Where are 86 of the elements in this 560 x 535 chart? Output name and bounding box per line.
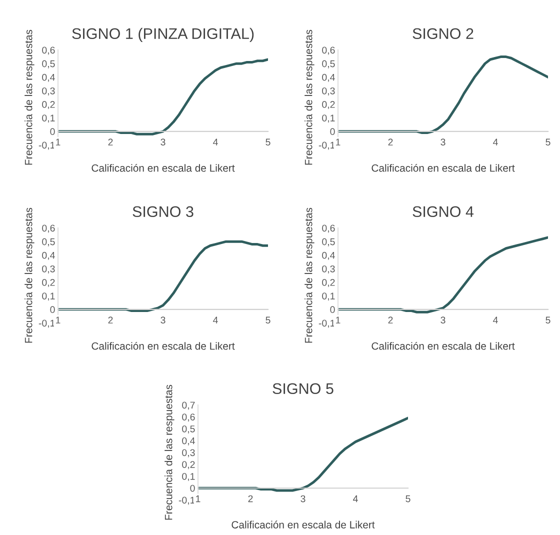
x-tick-label: 1 [336, 138, 340, 146]
y-tick-label: 0,6 [182, 414, 195, 422]
x-tick-label: 5 [546, 138, 550, 146]
x-tick-label: 2 [108, 316, 113, 324]
y-tick-label: 0,3 [42, 87, 55, 96]
y-axis-title: Frecuencia de las respuestas [24, 30, 34, 165]
y-axis-title: Frecuencia de las respuestas [304, 30, 314, 165]
x-tick-label: 4 [353, 495, 358, 502]
x-tick-label: 1 [56, 316, 60, 324]
y-tick-label: 0,3 [182, 449, 195, 458]
x-tick-label: 5 [546, 316, 550, 324]
chart-title: SIGNO 2 [412, 28, 474, 40]
x-tick-label: 2 [108, 138, 113, 146]
y-tick-label: 0,6 [42, 224, 55, 233]
y-tick-label: 0,4 [42, 74, 55, 82]
y-axis-title: Frecuencia de las respuestas [304, 208, 314, 343]
x-tick-label: 3 [160, 316, 166, 324]
x-tick-label: 4 [213, 316, 218, 324]
y-tick-label: 0,3 [322, 87, 335, 96]
y-tick-label: 0,1 [322, 114, 335, 123]
y-tick-label: 0,6 [322, 46, 335, 55]
y-tick-label: 0,4 [42, 252, 55, 260]
y-tick-label: 0,1 [182, 472, 195, 482]
y-tick-label: 0,2 [42, 279, 55, 288]
y-tick-label: -0,1 [318, 142, 335, 150]
x-tick-label: 1 [56, 138, 60, 146]
x-tick-label: 3 [160, 138, 166, 146]
y-tick-label: -0,1 [318, 320, 335, 328]
y-tick-label: -0,1 [178, 496, 195, 505]
line-series [58, 58, 268, 136]
y-tick-label: 0 [330, 306, 335, 314]
x-axis-title: Calificación en escala de Likert [372, 342, 515, 350]
y-tick-label: -0,1 [38, 320, 55, 328]
x-tick-label: 5 [266, 138, 270, 146]
x-tick-label: 3 [300, 495, 306, 502]
y-tick-label: 0,1 [42, 292, 55, 301]
y-tick-label: -0,1 [38, 142, 55, 150]
y-tick-label: 0,5 [322, 238, 335, 246]
x-axis-title: Calificación en escala de Likert [232, 520, 375, 528]
y-axis-title: Frecuencia de las respuestas [24, 208, 34, 343]
x-tick-label: 5 [266, 316, 270, 324]
x-tick-label: 3 [440, 138, 446, 146]
x-tick-label: 4 [213, 138, 218, 146]
y-tick-label: 0 [190, 484, 195, 492]
y-tick-label: 0,4 [182, 437, 195, 446]
y-tick-label: 0 [330, 128, 335, 136]
y-tick-label: 0,2 [322, 279, 335, 288]
chart-title: SIGNO 4 [412, 206, 474, 218]
y-tick-label: 0,5 [322, 60, 335, 68]
x-tick-label: 4 [493, 138, 498, 146]
y-tick-label: 0 [50, 306, 55, 314]
y-tick-label: 0,1 [42, 114, 55, 123]
y-tick-label: 0,4 [322, 252, 335, 260]
x-tick-label: 4 [493, 316, 498, 324]
y-tick-label: 0,2 [322, 101, 335, 110]
line-series [338, 236, 548, 314]
y-tick-label: 0 [50, 128, 55, 136]
x-axis-title: Calificación en escala de Likert [92, 342, 235, 350]
chart-title: SIGNO 3 [132, 206, 194, 218]
chart-title: SIGNO 1 (PINZA DIGITAL) [72, 28, 254, 42]
y-tick-label: 0,2 [182, 461, 195, 470]
y-tick-label: 0,3 [322, 265, 335, 274]
y-tick-label: 0,6 [322, 224, 335, 233]
x-axis-title: Calificación en escala de Likert [372, 164, 515, 172]
y-axis-title: Frecuencia de las respuestas [164, 384, 174, 520]
line-series [198, 416, 408, 492]
y-tick-label: 0,5 [182, 425, 195, 434]
y-tick-label: 0,2 [42, 101, 55, 110]
y-tick-label: 0,6 [42, 46, 55, 55]
x-tick-label: 1 [336, 316, 340, 324]
x-tick-label: 3 [440, 316, 446, 324]
y-tick-label: 0,4 [322, 74, 335, 82]
chart-title: SIGNO 5 [272, 383, 334, 394]
y-tick-label: 0,1 [322, 292, 335, 301]
line-series [58, 240, 268, 312]
y-tick-label: 0,5 [42, 60, 55, 68]
y-tick-label: 0,7 [182, 402, 195, 410]
x-tick-label: 1 [196, 495, 200, 502]
x-tick-label: 2 [248, 495, 253, 502]
x-tick-label: 2 [388, 316, 393, 324]
y-tick-label: 0,3 [42, 265, 55, 274]
y-tick-label: 0,5 [42, 238, 55, 246]
x-tick-label: 2 [388, 138, 393, 146]
x-tick-label: 5 [406, 495, 410, 502]
x-axis-title: Calificación en escala de Likert [92, 164, 235, 172]
line-series [338, 56, 548, 134]
